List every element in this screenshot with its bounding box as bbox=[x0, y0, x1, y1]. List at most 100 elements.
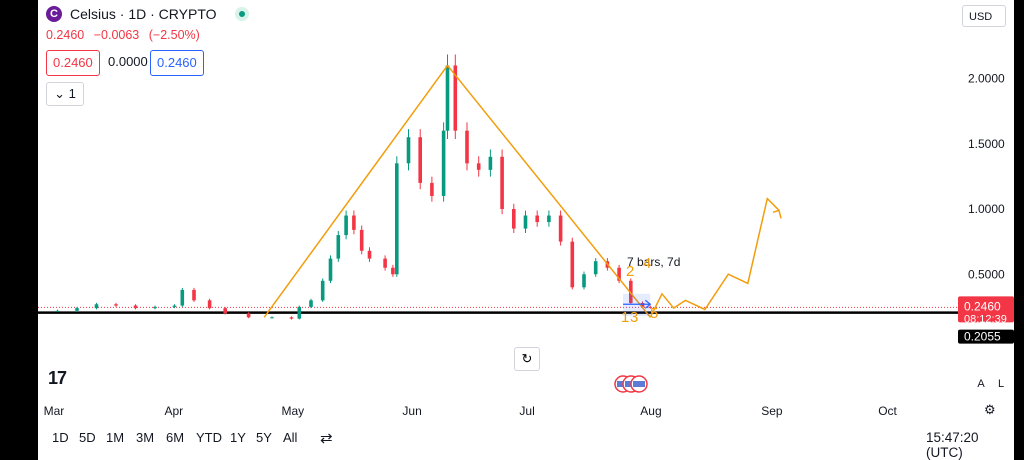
candle-body bbox=[445, 65, 450, 131]
chevron-down-icon: ⌄ bbox=[54, 86, 66, 101]
time-tick-label: May bbox=[282, 404, 305, 418]
price-tick-label: 1.5000 bbox=[968, 137, 1005, 151]
indicators-toggle[interactable]: ⌄ 1 bbox=[46, 82, 84, 106]
reset-icon: ↻ bbox=[521, 351, 533, 366]
candle-body bbox=[94, 304, 99, 309]
candle-body bbox=[593, 261, 598, 275]
footer-toolbar: 1D 5D 1M 3M 6M YTD 1Y 5Y All ⇄ 15:47:20 … bbox=[38, 430, 1014, 460]
spread-value: 0.0000 bbox=[108, 54, 148, 69]
range-5d[interactable]: 5D bbox=[79, 430, 96, 445]
range-5y[interactable]: 5Y bbox=[256, 430, 272, 445]
event-flag-body bbox=[633, 381, 645, 387]
candle-body bbox=[223, 308, 227, 314]
range-6m[interactable]: 6M bbox=[166, 430, 185, 445]
last-price: 0.2460 bbox=[46, 28, 85, 42]
candle-body bbox=[320, 280, 325, 301]
symbol-header[interactable]: C Celsius · 1D · CRYPTO bbox=[46, 6, 249, 22]
chart-app: C Celsius · 1D · CRYPTO 0.2460 −0.0063 (… bbox=[38, 0, 1014, 460]
candle-body bbox=[114, 304, 118, 306]
candle-body bbox=[453, 65, 458, 131]
price-label-bg bbox=[958, 296, 1014, 323]
projection-path bbox=[649, 197, 780, 318]
candle-body bbox=[359, 229, 364, 251]
auto-scale-button[interactable]: A bbox=[977, 378, 985, 390]
candle-body bbox=[172, 305, 177, 307]
price-change-percent: (−2.50%) bbox=[148, 28, 200, 42]
wave-label-1: 1 bbox=[621, 309, 629, 326]
candle-body bbox=[512, 209, 516, 229]
date-range-box bbox=[623, 293, 651, 317]
bar-countdown-label: 08:12:39 bbox=[964, 313, 1007, 325]
wave-label-4: 4 bbox=[643, 255, 651, 272]
candle-body bbox=[133, 305, 138, 309]
time-tick-label: Apr bbox=[165, 404, 184, 418]
time-tick-label: Jun bbox=[402, 404, 421, 418]
sell-price-button[interactable]: 0.2460 bbox=[46, 50, 100, 76]
candle-body bbox=[406, 137, 411, 164]
projection-arrowhead bbox=[772, 209, 782, 219]
settings-gear-icon[interactable]: ⚙ bbox=[984, 402, 996, 417]
candle-body bbox=[352, 215, 356, 230]
candle-body bbox=[297, 306, 302, 319]
candle-body bbox=[558, 215, 563, 242]
candle-body bbox=[640, 302, 645, 307]
candle-body bbox=[246, 313, 251, 318]
range-ytd[interactable]: YTD bbox=[196, 430, 222, 445]
buy-price-button[interactable]: 0.2460 bbox=[150, 50, 204, 76]
candle-body bbox=[441, 130, 446, 196]
candle-body bbox=[582, 274, 586, 288]
range-3m[interactable]: 3M bbox=[136, 430, 155, 445]
candle-body bbox=[207, 300, 212, 309]
symbol-title[interactable]: Celsius · 1D · CRYPTO bbox=[70, 6, 217, 22]
reset-chart-button[interactable]: ↻ bbox=[514, 347, 540, 371]
price-tick-label: 0.5000 bbox=[968, 267, 1005, 281]
candle-body bbox=[535, 215, 539, 223]
candle-body bbox=[336, 235, 341, 259]
candle-body bbox=[648, 306, 653, 308]
candle-body bbox=[75, 308, 79, 311]
time-tick-label: Mar bbox=[44, 404, 65, 418]
candle-body bbox=[367, 250, 372, 259]
price-tick-label: 2.0000 bbox=[968, 72, 1005, 86]
range-1d[interactable]: 1D bbox=[52, 430, 69, 445]
candle-body bbox=[328, 258, 333, 281]
clock-timezone[interactable]: 15:47:20 (UTC) bbox=[926, 430, 979, 460]
tradingview-logo[interactable]: 17 bbox=[48, 368, 67, 388]
range-1m[interactable]: 1M bbox=[106, 430, 125, 445]
candle-body bbox=[430, 182, 434, 196]
celsius-logo: C bbox=[46, 6, 62, 22]
log-scale-button[interactable]: L bbox=[997, 378, 1005, 390]
go-to-date-icon[interactable]: ⇄ bbox=[320, 430, 333, 447]
candle-body bbox=[383, 258, 387, 268]
candle-body bbox=[344, 215, 348, 236]
candle-body bbox=[289, 317, 294, 319]
trendline bbox=[263, 65, 449, 318]
candle-body bbox=[476, 163, 481, 170]
candle-body bbox=[391, 267, 395, 275]
candle-body bbox=[465, 130, 469, 164]
candle-body bbox=[395, 163, 399, 275]
price-change: −0.0063 bbox=[93, 28, 140, 42]
candle-body bbox=[617, 267, 621, 281]
candle-body bbox=[153, 306, 157, 309]
indicators-count: 1 bbox=[68, 86, 76, 101]
candle-body bbox=[500, 156, 504, 209]
candle-body bbox=[270, 317, 274, 319]
range-all[interactable]: All bbox=[283, 430, 298, 445]
candle-body bbox=[309, 300, 313, 307]
currency-select[interactable]: USD bbox=[962, 5, 1006, 27]
wave-label-3: 3 bbox=[630, 309, 638, 326]
candle-body bbox=[488, 156, 493, 170]
price-change-line: 0.2460 −0.0063 (−2.50%) bbox=[46, 28, 206, 42]
candle-body bbox=[180, 289, 185, 306]
line-price-label-bg bbox=[958, 329, 1014, 344]
bars-range-label: 7 bars, 7d bbox=[627, 255, 680, 269]
time-tick-label: Oct bbox=[878, 404, 897, 418]
market-status-icon[interactable] bbox=[234, 7, 249, 21]
candle-body bbox=[570, 241, 575, 288]
wave-label-2: 2 bbox=[626, 263, 634, 280]
range-1y[interactable]: 1Y bbox=[230, 430, 246, 445]
time-tick-label: Sep bbox=[761, 404, 783, 418]
price-chart[interactable]: 2.0000 1.5000 1.0000 0.5000 Mar Apr May Jun Jul A… bbox=[38, 0, 1014, 430]
wave-label-5: 5 bbox=[650, 305, 658, 322]
